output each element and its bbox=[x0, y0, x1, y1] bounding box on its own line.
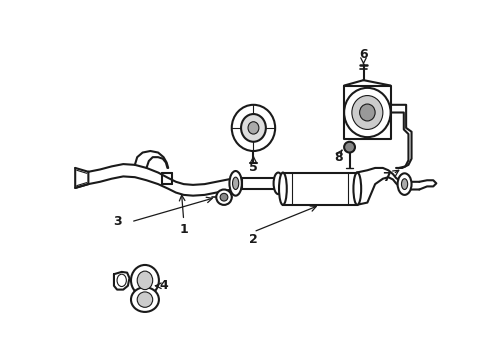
Ellipse shape bbox=[216, 189, 232, 205]
Ellipse shape bbox=[220, 193, 228, 201]
Ellipse shape bbox=[273, 172, 283, 194]
Ellipse shape bbox=[360, 104, 375, 121]
Ellipse shape bbox=[137, 292, 153, 307]
Ellipse shape bbox=[397, 173, 412, 195]
Ellipse shape bbox=[344, 142, 355, 153]
Text: 2: 2 bbox=[249, 233, 258, 246]
Ellipse shape bbox=[131, 287, 159, 312]
Ellipse shape bbox=[229, 171, 242, 195]
Bar bbox=[283, 172, 357, 205]
Ellipse shape bbox=[344, 88, 391, 137]
Ellipse shape bbox=[131, 265, 159, 296]
Ellipse shape bbox=[352, 95, 383, 130]
Text: 5: 5 bbox=[249, 161, 258, 175]
Ellipse shape bbox=[248, 122, 259, 134]
Text: 4: 4 bbox=[159, 279, 168, 292]
Ellipse shape bbox=[137, 271, 153, 289]
Ellipse shape bbox=[232, 105, 275, 151]
Ellipse shape bbox=[241, 114, 266, 142]
Text: 6: 6 bbox=[359, 48, 368, 61]
Text: 8: 8 bbox=[334, 150, 343, 164]
Ellipse shape bbox=[353, 172, 361, 205]
Ellipse shape bbox=[401, 179, 408, 189]
Text: 7: 7 bbox=[382, 171, 391, 184]
Ellipse shape bbox=[117, 274, 126, 287]
Text: 1: 1 bbox=[179, 223, 188, 236]
Text: 3: 3 bbox=[113, 215, 122, 228]
Ellipse shape bbox=[233, 177, 239, 189]
Ellipse shape bbox=[279, 172, 287, 205]
